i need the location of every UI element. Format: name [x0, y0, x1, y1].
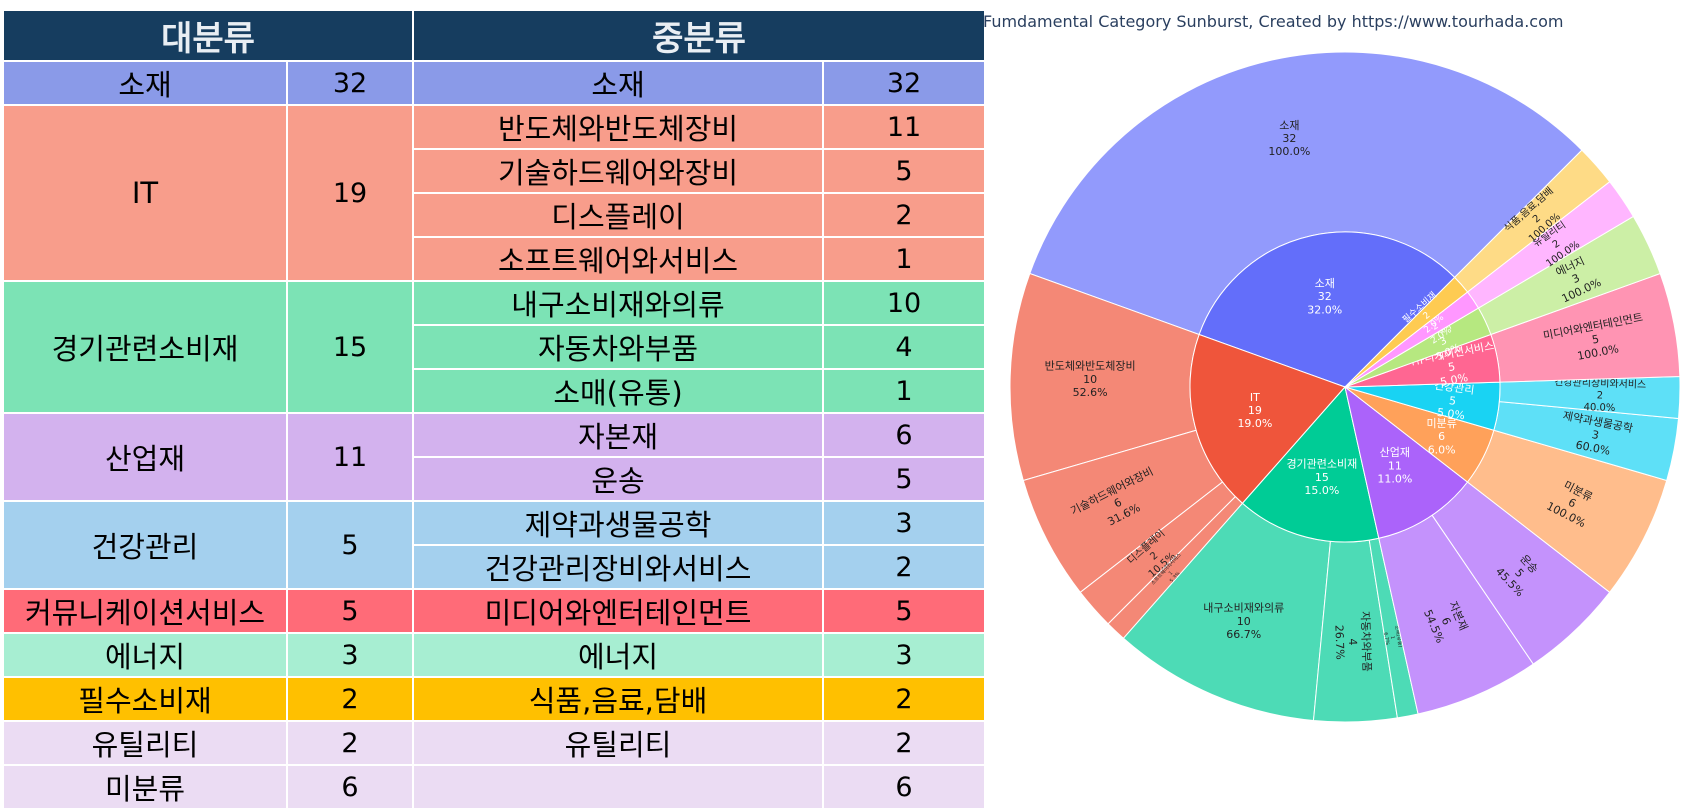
minor-count-cell: 11	[822, 104, 986, 150]
inner-segment-label: 미분류 6 6.0%	[1426, 417, 1456, 456]
chart-title: Fumdamental Category Sunburst, Created b…	[983, 12, 1564, 31]
minor-count-cell: 1	[822, 368, 986, 414]
outer-segment-label: 내구소비재와의류 10 66.7%	[1203, 602, 1284, 641]
major-count-cell: 19	[286, 104, 414, 282]
inner-segment-label: IT 19 19.0%	[1237, 391, 1272, 430]
major-category-cell: 에너지	[2, 632, 288, 678]
inner-segment[interactable]	[1344, 276, 1469, 388]
minor-category-cell	[412, 764, 824, 810]
minor-count-cell: 1	[822, 236, 986, 282]
inner-segment-label: 소재 32 32.0%	[1307, 277, 1342, 316]
major-category-cell: 건강관리	[2, 500, 288, 590]
inner-segment[interactable]	[1189, 333, 1346, 504]
inner-segment[interactable]	[1241, 385, 1380, 543]
minor-count-cell: 6	[822, 764, 986, 810]
inner-segment[interactable]	[1344, 385, 1469, 539]
inner-segment[interactable]	[1198, 231, 1456, 388]
major-count-cell: 2	[286, 676, 414, 722]
major-category-cell: 필수소비재	[2, 676, 288, 722]
minor-count-cell: 3	[822, 500, 986, 546]
minor-count-cell: 2	[822, 720, 986, 766]
header-minor: 중분류	[412, 9, 986, 62]
major-count-cell: 5	[286, 588, 414, 634]
sunburst-chart: 소재 32 100.0%반도체와반도체장비 10 52.6%기술하드웨어와장비631.6…	[1009, 51, 1681, 723]
minor-count-cell: 5	[822, 148, 986, 194]
minor-category-cell: 운송	[412, 456, 824, 502]
major-category-cell: 유틸리티	[2, 720, 288, 766]
minor-category-cell: 미디어와엔터테인먼트	[412, 588, 824, 634]
minor-category-cell: 소매(유통)	[412, 368, 824, 414]
major-category-cell: IT	[2, 104, 288, 282]
major-category-cell: 미분류	[2, 764, 288, 810]
minor-count-cell: 2	[822, 192, 986, 238]
header-major: 대분류	[2, 9, 414, 62]
minor-category-cell: 기술하드웨어와장비	[412, 148, 824, 194]
minor-category-cell: 제약과생물공학	[412, 500, 824, 546]
outer-segment-label: 소매(유통)16.7%	[1381, 625, 1404, 651]
minor-category-cell: 소재	[412, 60, 824, 106]
minor-category-cell: 에너지	[412, 632, 824, 678]
minor-category-cell: 반도체와반도체장비	[412, 104, 824, 150]
category-table: 대분류 중분류 소재 32 소재 32 IT 19 반도체와반도체장비 11 기술하드웨어와장비…	[2, 9, 986, 810]
major-category-cell: 경기관련소비재	[2, 280, 288, 414]
minor-category-cell: 디스플레이	[412, 192, 824, 238]
minor-category-cell: 소프트웨어와서비스	[412, 236, 824, 282]
major-count-cell: 5	[286, 500, 414, 590]
minor-count-cell: 6	[822, 412, 986, 458]
major-count-cell: 15	[286, 280, 414, 414]
minor-category-cell: 내구소비재와의류	[412, 280, 824, 326]
major-count-cell: 6	[286, 764, 414, 810]
minor-category-cell: 자본재	[412, 412, 824, 458]
minor-count-cell: 5	[822, 588, 986, 634]
minor-count-cell: 10	[822, 280, 986, 326]
major-count-cell: 2	[286, 720, 414, 766]
major-category-cell: 커뮤니케이션서비스	[2, 588, 288, 634]
minor-count-cell: 2	[822, 544, 986, 590]
outer-segment-label: 반도체와반도체장비 10 52.6%	[1045, 360, 1136, 399]
inner-segment-label: 산업재 11 11.0%	[1377, 446, 1412, 485]
minor-count-cell: 3	[822, 632, 986, 678]
major-category-cell: 산업재	[2, 412, 288, 502]
minor-category-cell: 건강관리장비와서비스	[412, 544, 824, 590]
major-count-cell: 3	[286, 632, 414, 678]
minor-category-cell: 식품,음료,담배	[412, 676, 824, 722]
major-count-cell: 32	[286, 60, 414, 106]
outer-segment-label: 자동차와부품426.7%	[1332, 611, 1373, 673]
minor-count-cell: 32	[822, 60, 986, 106]
outer-segment-label: 소재 32 100.0%	[1268, 119, 1310, 158]
minor-category-cell: 유틸리티	[412, 720, 824, 766]
minor-count-cell: 5	[822, 456, 986, 502]
inner-segment-label: 경기관련소비재 15 15.0%	[1286, 458, 1357, 497]
minor-count-cell: 4	[822, 324, 986, 370]
minor-count-cell: 2	[822, 676, 986, 722]
major-count-cell: 11	[286, 412, 414, 502]
major-category-cell: 소재	[2, 60, 288, 106]
minor-category-cell: 자동차와부품	[412, 324, 824, 370]
